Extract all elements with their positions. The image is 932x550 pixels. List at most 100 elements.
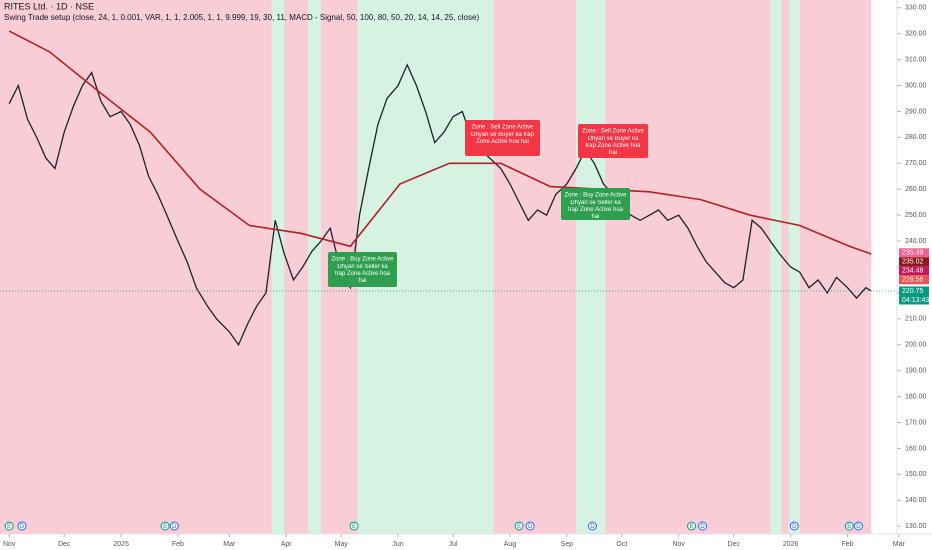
event-marker — [525, 521, 535, 531]
annotation-text: Dhyan se Seller ka trap Zone Active hoa … — [334, 264, 391, 284]
x-tick-label: Dec — [728, 541, 741, 548]
plot-area — [0, 0, 897, 534]
price-badge — [899, 266, 929, 276]
event-label: E — [847, 524, 851, 530]
buy-zone — [788, 0, 800, 534]
x-tick-label: 2025 — [113, 541, 129, 548]
y-tick-label: 270.00 — [905, 160, 927, 167]
annotation-title: Zone : Buy Zone Active — [564, 193, 627, 199]
annotation-box — [465, 120, 540, 156]
y-tick-label: 150.00 — [905, 471, 927, 478]
event-marker — [349, 521, 359, 531]
y-tick-label: 170.00 — [905, 419, 927, 426]
event-label: E — [163, 524, 167, 530]
y-tick-label: 210.00 — [905, 316, 927, 323]
event-marker — [4, 521, 14, 531]
event-marker — [169, 521, 179, 531]
annotation-text: Dhyan se Buyer ka trap Zone Active hoa h… — [471, 132, 534, 145]
y-tick-label: 190.00 — [905, 368, 927, 375]
event-label: D — [700, 524, 705, 530]
annotation-text: Dhyan se Seller ka trap Zone Active hoa … — [567, 200, 624, 219]
event-marker — [687, 521, 697, 531]
y-tick-label: 160.00 — [905, 445, 927, 452]
x-tick-label: Aug — [504, 541, 517, 548]
y-tick-label: 200.00 — [905, 342, 927, 349]
event-marker — [514, 521, 524, 531]
buy-zone — [770, 0, 782, 534]
event-label: D — [172, 524, 177, 530]
event-marker — [160, 521, 170, 531]
x-tick-label: Nov — [3, 541, 16, 548]
annotation-text-box: Dhyan se Buyer ka trap Zone Active hoa h… — [585, 136, 640, 156]
event-label: D — [528, 524, 533, 530]
event-marker — [587, 521, 597, 531]
y-tick-label: 140.00 — [905, 497, 927, 504]
annotation-title: Zone : Sell Zone Active — [582, 129, 644, 135]
price-badge-label: 220.75 — [902, 288, 924, 295]
price-badge — [899, 275, 929, 285]
annotation-title: Zone : Buy Zone Active — [331, 257, 394, 263]
buy-zone — [308, 0, 322, 534]
buy-zone — [271, 0, 285, 534]
event-label: E — [690, 524, 694, 530]
y-tick-label: 290.00 — [905, 108, 927, 115]
y-tick-label: 330.00 — [905, 5, 927, 12]
price-badge-label: 228.56 — [902, 277, 924, 284]
x-tick-label: Dec — [58, 541, 71, 548]
event-label: D — [20, 524, 25, 530]
event-marker — [853, 521, 863, 531]
event-label: D — [590, 524, 595, 530]
event-marker — [789, 521, 799, 531]
event-label: E — [352, 524, 356, 530]
annotation-box — [578, 124, 648, 158]
annotation-box — [561, 188, 630, 220]
x-tick-label: Nov — [672, 541, 685, 548]
price-badge — [899, 286, 929, 305]
x-tick-label: Feb — [841, 541, 853, 548]
annotation-text-box: Dhyan se Seller ka trap Zone Active hoa … — [334, 264, 391, 284]
price-badge — [899, 257, 929, 267]
price-badge-label: 235.02 — [902, 259, 924, 266]
y-tick-label: 180.00 — [905, 393, 927, 400]
y-tick-label: 280.00 — [905, 134, 927, 141]
y-tick-label: 310.00 — [905, 56, 927, 63]
annotation-text-box: Dhyan se Seller ka trap Zone Active hoa … — [567, 200, 624, 219]
event-label: D — [856, 524, 861, 530]
x-tick-label: Jul — [449, 541, 458, 548]
event-marker — [844, 521, 854, 531]
annotation-title: Zone : Sell Zone Active — [472, 125, 534, 131]
y-tick-label: 300.00 — [905, 82, 927, 89]
x-tick-label: May — [335, 541, 349, 548]
x-tick-label: 2026 — [783, 541, 799, 548]
price-badge-label: 234.48 — [902, 268, 924, 275]
event-label: E — [7, 524, 11, 530]
y-tick-label: 240.00 — [905, 238, 927, 245]
y-tick-label: 320.00 — [905, 31, 927, 38]
event-label: D — [792, 524, 797, 530]
annotation-box — [328, 252, 397, 287]
price-badge — [899, 248, 929, 258]
x-tick-label: Feb — [172, 541, 184, 548]
event-label: E — [517, 524, 521, 530]
price-line — [8, 63, 872, 347]
chart-subtitle: Swing Trade setup (close, 24, 1, 0.001, … — [4, 13, 479, 22]
price-line — [8, 30, 872, 255]
chart-title: RITES Ltd. · 1D · NSE — [4, 1, 94, 11]
y-tick-label: 130.00 — [905, 523, 927, 530]
x-tick-label: Oct — [616, 541, 627, 548]
price-badge-label: 235.49 — [902, 250, 924, 257]
annotation-text-box: Dhyan se Buyer ka trap Zone Active hoa h… — [471, 132, 534, 145]
buy-zone — [575, 0, 606, 534]
x-tick-label: Mar — [893, 541, 906, 548]
event-marker — [17, 521, 27, 531]
y-tick-label: 260.00 — [905, 186, 927, 193]
x-tick-label: Jun — [392, 541, 403, 548]
x-tick-label: Apr — [281, 541, 293, 548]
event-marker — [698, 521, 708, 531]
x-tick-label: Sep — [561, 541, 574, 548]
